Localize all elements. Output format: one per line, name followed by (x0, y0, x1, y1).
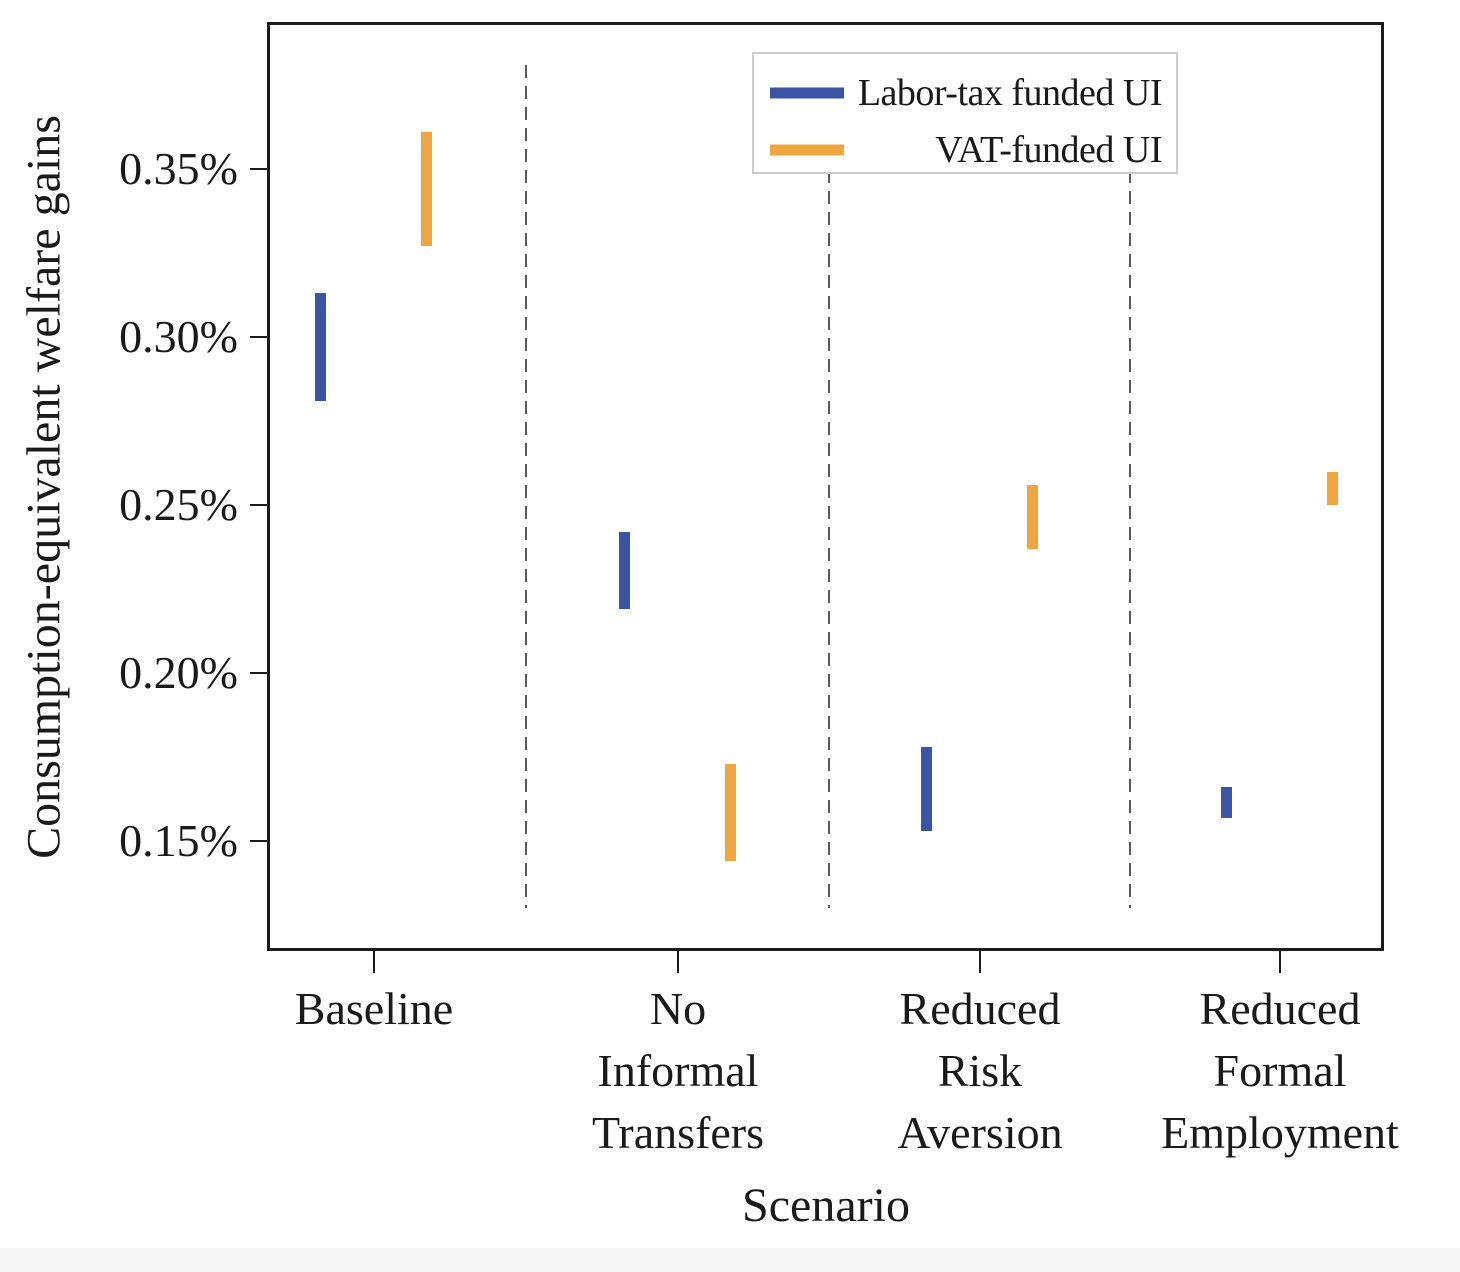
group-separator (1129, 65, 1131, 908)
x-tick-label: Reduced Risk Aversion (897, 983, 1063, 1158)
range-bar-labor-tax (618, 532, 630, 610)
x-tick (979, 950, 981, 973)
y-tick-label: 0.30% (119, 311, 238, 363)
y-tick-label: 0.25% (119, 479, 238, 531)
legend-entry-labor-tax: Labor-tax funded UI (770, 67, 1163, 119)
range-bar-vat (420, 132, 432, 247)
y-tick (250, 840, 268, 843)
x-tick (373, 950, 375, 973)
range-bar-labor-tax (1220, 787, 1232, 818)
y-tick (250, 672, 268, 675)
x-tick-label: No Informal Transfers (591, 983, 765, 1158)
x-tick-label: Baseline (294, 983, 454, 1034)
x-tick (1279, 950, 1281, 973)
x-tick-label: Reduced Formal Employment (1161, 983, 1399, 1158)
legend-entry-vat: VAT-funded UI (770, 124, 1162, 176)
y-tick (250, 168, 268, 171)
y-tick-label: 0.20% (119, 647, 238, 699)
y-tick-label: 0.15% (119, 815, 238, 867)
range-bar-vat (1326, 471, 1338, 506)
group-separator (828, 65, 830, 908)
y-tick (250, 336, 268, 339)
screenshot-footer-band (0, 1248, 1460, 1272)
y-tick (250, 504, 268, 507)
legend-label-vat: VAT-funded UI (935, 129, 1162, 171)
legend-label-labor-tax: Labor-tax funded UI (857, 72, 1163, 114)
legend: Labor-tax funded UI VAT-funded UI (752, 52, 1178, 174)
range-bar-vat (1026, 484, 1038, 549)
group-separator (525, 65, 527, 908)
range-bar-labor-tax (314, 293, 326, 401)
range-bar-vat (724, 763, 736, 862)
range-bar-labor-tax (920, 747, 932, 832)
labor-tax-swatch-icon (770, 87, 844, 99)
plot-area (267, 22, 1384, 951)
x-tick (677, 950, 679, 973)
y-tick-label: 0.35% (119, 143, 238, 195)
x-axis-title: Scenario (742, 1179, 910, 1232)
vat-swatch-icon (770, 144, 844, 156)
